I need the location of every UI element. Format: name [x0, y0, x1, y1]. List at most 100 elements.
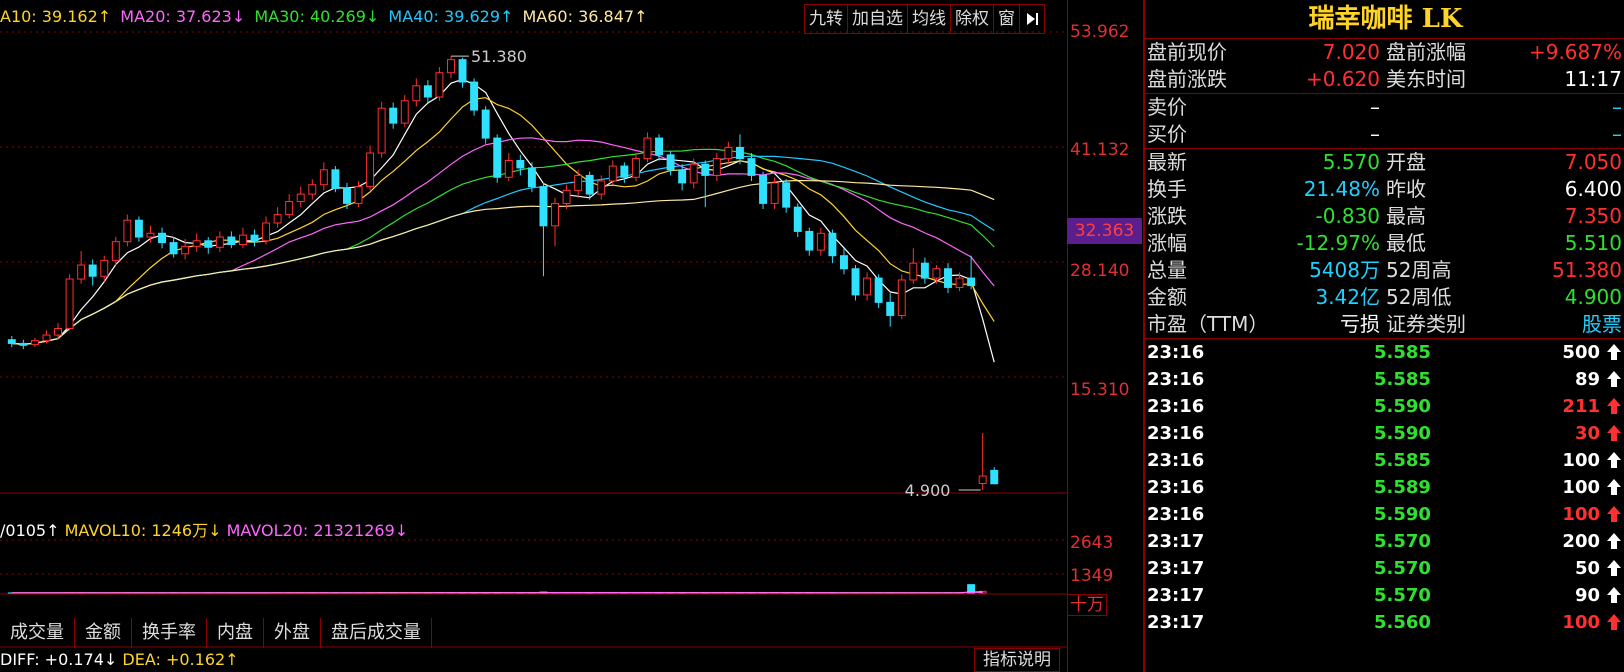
trade-qty: 100 — [1562, 450, 1600, 471]
diff-value: DIFF: +0.174↓ — [0, 650, 118, 669]
candle-body — [123, 219, 132, 243]
stat_rows-row: 换手 21.48% 昨收 6.400 — [1145, 176, 1624, 203]
candle-body — [990, 469, 999, 485]
candle-body — [597, 180, 606, 195]
trade-price: 5.570 — [1374, 531, 1431, 552]
up-arrow-icon — [1607, 398, 1621, 414]
candle-body — [77, 264, 86, 280]
candle-body — [458, 59, 467, 83]
window-button[interactable]: 窗 — [994, 5, 1020, 33]
row-value: – — [1370, 95, 1380, 119]
row-label: 涨幅 — [1147, 231, 1187, 255]
trade-qty: 100 — [1562, 477, 1600, 498]
candle-body — [204, 240, 213, 248]
row-label: 盘前现价 — [1147, 40, 1227, 64]
candle-body — [215, 236, 224, 248]
candle-body — [192, 240, 201, 247]
candle-body — [493, 137, 502, 178]
candle-body — [886, 301, 895, 316]
candlestick-chart: 51.380 4.900 — [0, 31, 1067, 648]
up-arrow-icon — [1607, 533, 1621, 549]
vol-unit-label: 十万 — [1067, 594, 1107, 616]
candle-body — [863, 277, 872, 296]
trade-price: 5.570 — [1374, 585, 1431, 606]
trade-row: 23:17 5.570 90 — [1145, 582, 1624, 609]
candle-body — [712, 158, 721, 176]
trade-qty: 89 — [1574, 369, 1600, 390]
stats-section: 最新 5.570 开盘 7.050 换手 21.48% 昨收 6.400 涨跌 -0.830 最高 7… — [1145, 149, 1624, 338]
row-value: 5.570 — [1322, 150, 1380, 174]
up-arrow-icon — [1607, 560, 1621, 576]
trade-row: 23:16 5.585 89 — [1145, 366, 1624, 393]
candle-body — [747, 158, 756, 176]
trade-price: 5.585 — [1374, 369, 1431, 390]
indicator-tabs: 成交量 金额 换手率 内盘 外盘 盘后成交量 — [0, 618, 432, 648]
row-label: 盘前涨跌 — [1147, 67, 1227, 91]
tab-after-hours-volume[interactable]: 盘后成交量 — [321, 618, 432, 648]
axis-price-1: 53.962 — [1070, 22, 1130, 42]
add-watchlist-button[interactable]: 加自选 — [848, 5, 908, 33]
high-price-label: 51.380 — [471, 47, 527, 66]
row-value-2: – — [1612, 122, 1622, 146]
dea-value: DEA: +0.162↑ — [122, 650, 239, 669]
candle-body — [65, 278, 74, 330]
trade-time: 23:16 — [1147, 369, 1205, 390]
trade-price: 5.589 — [1374, 477, 1431, 498]
candle-body — [539, 186, 548, 227]
ma60-value: MA60: 36.847↑ — [522, 7, 648, 26]
bid-ask-section: 卖价 – – 买价 – – — [1145, 94, 1624, 148]
candle-body — [759, 174, 768, 204]
ma20-value: MA20: 37.623↓ — [120, 7, 246, 26]
candle-body — [504, 159, 513, 178]
trade-qty: 50 — [1574, 558, 1600, 579]
tab-amount[interactable]: 金额 — [75, 618, 132, 648]
row-value-2: – — [1612, 95, 1622, 119]
trade-time: 23:16 — [1147, 450, 1205, 471]
ma40-value: MA40: 39.629↑ — [388, 7, 514, 26]
bid_rows-row: 买价 – – — [1145, 121, 1624, 148]
candle-body — [250, 234, 259, 242]
row-label-2: 证券类别 — [1386, 312, 1466, 336]
candle-body — [169, 242, 178, 255]
trade-time: 23:17 — [1147, 585, 1205, 606]
tab-outer[interactable]: 外盘 — [264, 618, 321, 648]
trade-row: 23:17 5.570 50 — [1145, 555, 1624, 582]
tab-turnover[interactable]: 换手率 — [132, 618, 207, 648]
collapse-panel-icon[interactable] — [1020, 5, 1044, 33]
candle-body — [296, 193, 305, 203]
candle-body — [643, 137, 652, 160]
row-value-2: 4.900 — [1564, 285, 1622, 309]
trade-price: 5.590 — [1374, 423, 1431, 444]
candle-body — [342, 187, 351, 204]
candle-body — [805, 230, 814, 251]
candle-body — [470, 81, 479, 111]
candle-body — [331, 169, 340, 189]
candle-body — [701, 163, 710, 176]
candle-body — [932, 268, 941, 279]
indicator-help-button[interactable]: 指标说明 — [974, 648, 1060, 672]
trade-price: 5.585 — [1374, 450, 1431, 471]
row-value-2: 7.350 — [1564, 204, 1622, 228]
trade-qty: 100 — [1562, 612, 1600, 633]
row-value: 7.020 — [1322, 40, 1380, 64]
candle-body — [19, 342, 28, 346]
ex-rights-button[interactable]: 除权 — [951, 5, 994, 33]
stock-title: 瑞幸咖啡 LK — [1145, 0, 1624, 39]
candle-body — [920, 262, 929, 279]
candle-body — [631, 158, 640, 178]
axis-price-4: 15.310 — [1070, 380, 1130, 400]
trade-time: 23:17 — [1147, 612, 1205, 633]
candle-body — [689, 163, 698, 184]
tab-inner[interactable]: 内盘 — [207, 618, 264, 648]
tab-volume[interactable]: 成交量 — [0, 618, 75, 648]
candle-body — [516, 159, 525, 169]
row-label-2: 开盘 — [1386, 150, 1426, 174]
stat_rows-row: 金额 3.42亿 52周低 4.900 — [1145, 284, 1624, 311]
nine-turn-button[interactable]: 九转 — [805, 5, 848, 33]
row-label-2: 最高 — [1386, 204, 1426, 228]
ma-line-button[interactable]: 均线 — [908, 5, 951, 33]
quote-panel: 瑞幸咖啡 LK 盘前现价 7.020 盘前涨幅 +9.687% 盘前涨跌 +0.620 美东… — [1143, 0, 1624, 672]
row-label-2: 昨收 — [1386, 177, 1426, 201]
trade-time: 23:16 — [1147, 477, 1205, 498]
up-arrow-icon — [1607, 425, 1621, 441]
